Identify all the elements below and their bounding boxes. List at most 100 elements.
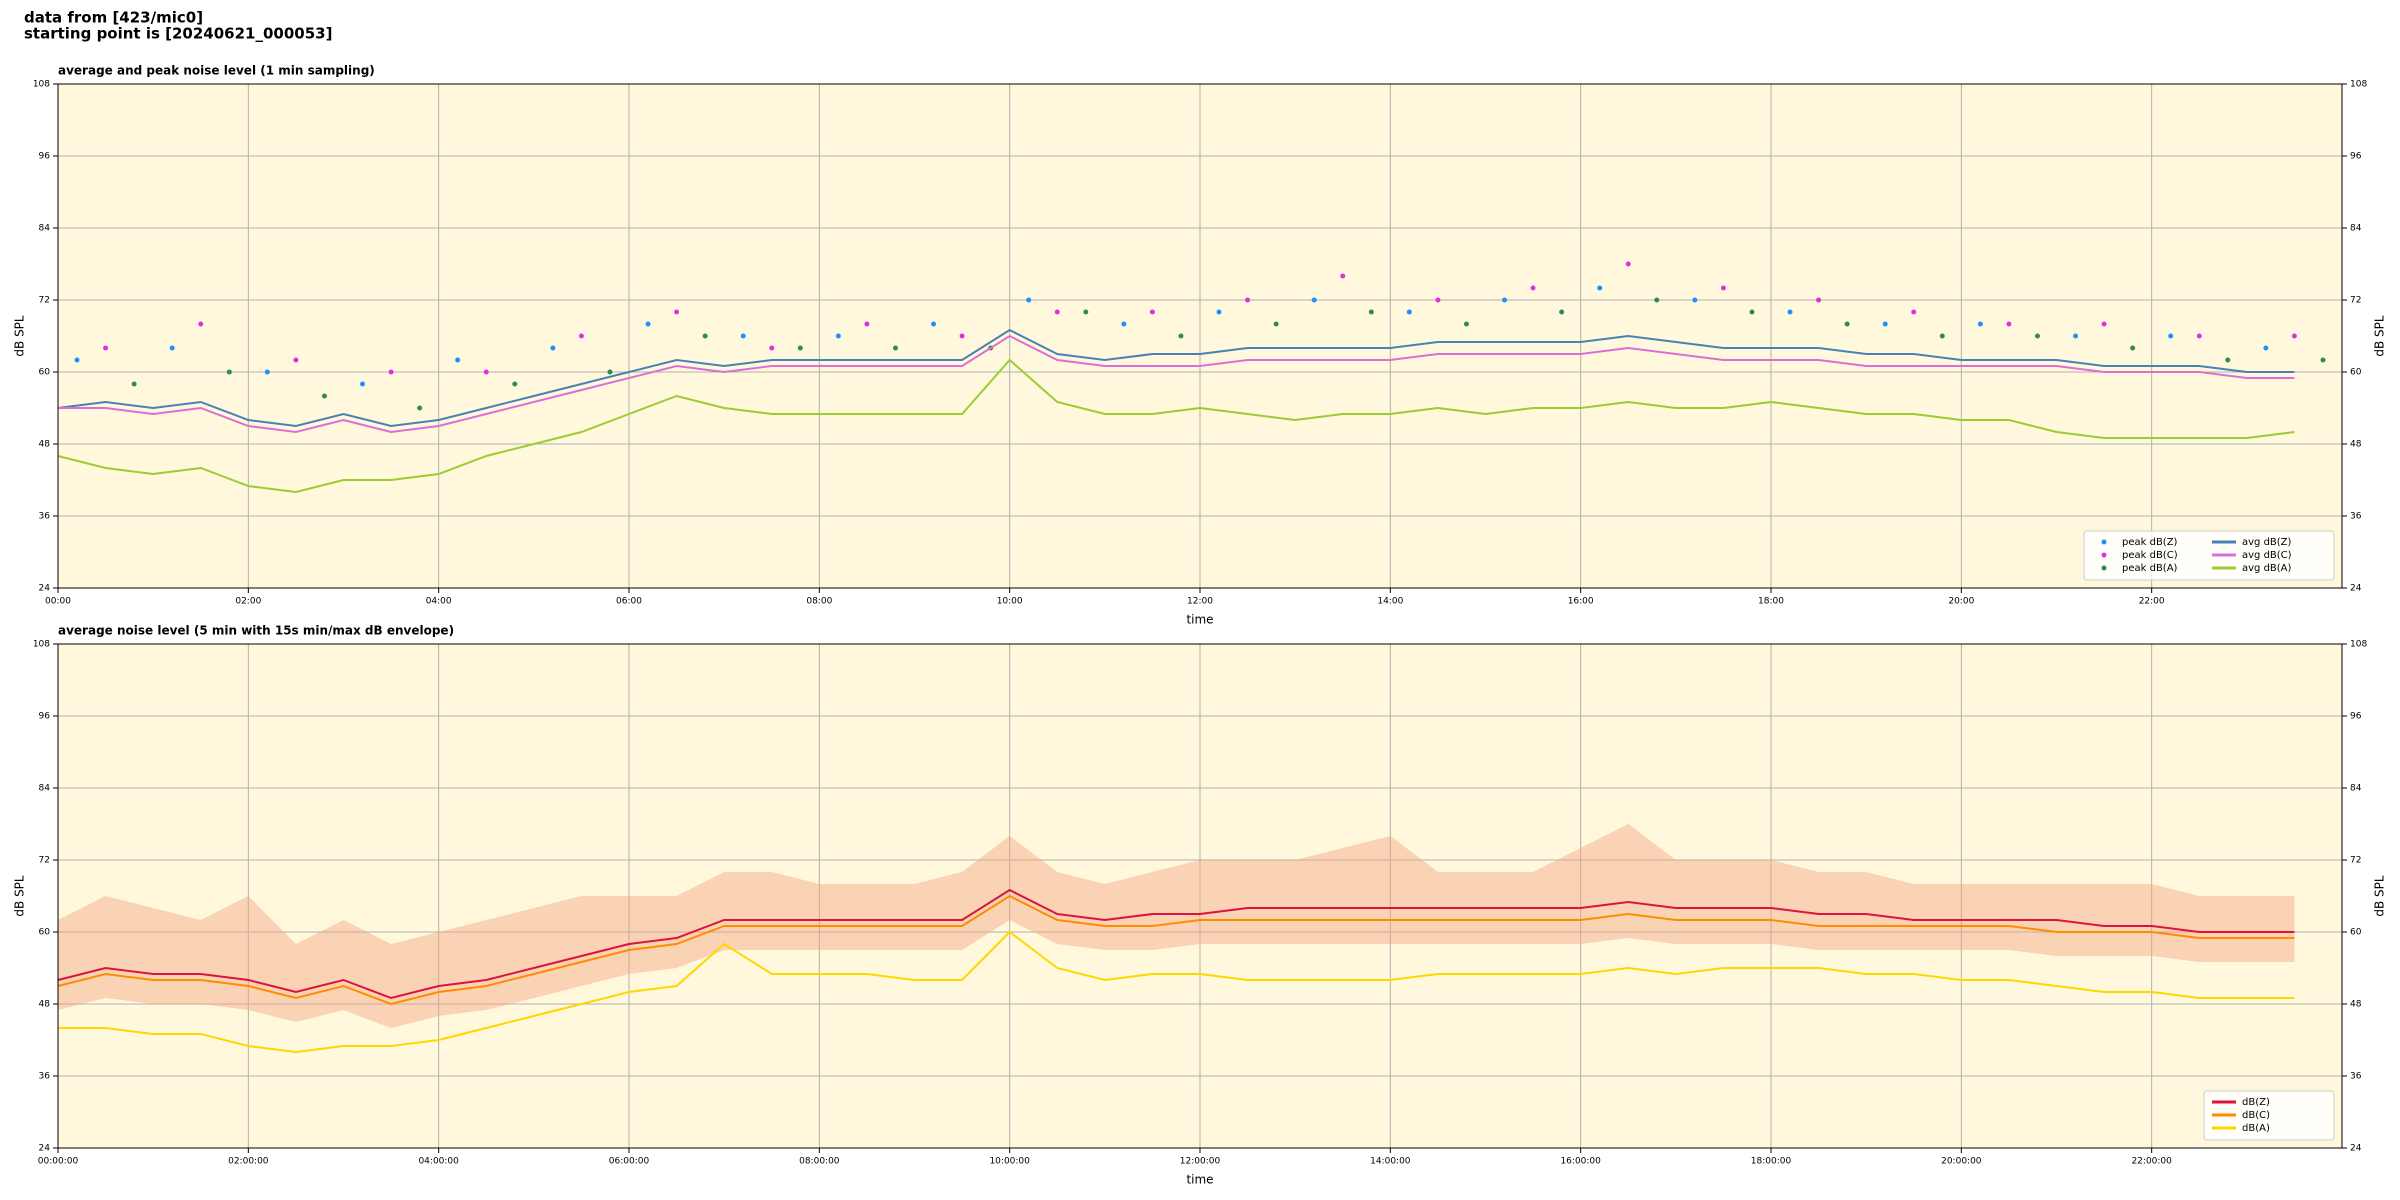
peak-point bbox=[1625, 261, 1631, 267]
peak-point bbox=[455, 357, 461, 363]
x-tick-label: 14:00:00 bbox=[1370, 1157, 1411, 1167]
peak-point bbox=[1530, 285, 1536, 291]
x-tick-label: 20:00 bbox=[1948, 597, 1974, 607]
peak-point bbox=[1083, 309, 1089, 315]
peak-point bbox=[360, 381, 366, 387]
y-tick-label: 48 bbox=[39, 1000, 51, 1010]
y-tick-label: 72 bbox=[39, 296, 50, 306]
legend-label: peak dB(Z) bbox=[2122, 537, 2178, 548]
peak-point bbox=[1749, 309, 1755, 315]
peak-point bbox=[1939, 333, 1945, 339]
legend-label: avg dB(C) bbox=[2242, 550, 2292, 561]
y-tick-label: 72 bbox=[39, 856, 50, 866]
peak-point bbox=[645, 321, 651, 327]
x-axis-label: time bbox=[1186, 1173, 1213, 1187]
peak-point bbox=[1121, 321, 1127, 327]
y-tick-label: 108 bbox=[2350, 80, 2367, 90]
peak-point bbox=[1311, 297, 1317, 303]
y-tick-label: 36 bbox=[2350, 1072, 2362, 1082]
legend-label: dB(Z) bbox=[2242, 1097, 2270, 1108]
peak-point bbox=[1597, 285, 1603, 291]
x-tick-label: 06:00 bbox=[616, 597, 642, 607]
y-axis-label: dB SPL bbox=[2373, 875, 2387, 917]
peak-point bbox=[1787, 309, 1793, 315]
peak-point bbox=[1368, 309, 1374, 315]
y-axis-label: dB SPL bbox=[13, 875, 27, 917]
x-tick-label: 02:00 bbox=[235, 597, 261, 607]
peak-point bbox=[131, 381, 137, 387]
x-tick-label: 00:00:00 bbox=[38, 1157, 79, 1167]
y-tick-label: 36 bbox=[39, 512, 51, 522]
peak-point bbox=[2168, 333, 2174, 339]
peak-point bbox=[1720, 285, 1726, 291]
peak-point bbox=[835, 333, 841, 339]
y-axis-label: dB SPL bbox=[13, 315, 27, 357]
legend-label: dB(C) bbox=[2242, 1110, 2270, 1121]
peak-point bbox=[512, 381, 518, 387]
y-tick-label: 96 bbox=[39, 152, 51, 162]
peak-point bbox=[1911, 309, 1917, 315]
peak-point bbox=[2006, 321, 2012, 327]
peak-point bbox=[74, 357, 80, 363]
header-line: data from [423/mic0] bbox=[24, 9, 203, 27]
peak-point bbox=[1435, 297, 1441, 303]
x-tick-label: 10:00 bbox=[997, 597, 1023, 607]
peak-point bbox=[264, 369, 270, 375]
peak-point bbox=[1178, 333, 1184, 339]
peak-point bbox=[1559, 309, 1565, 315]
peak-point bbox=[198, 321, 204, 327]
peak-point bbox=[1977, 321, 1983, 327]
x-tick-label: 16:00 bbox=[1568, 597, 1594, 607]
peak-point bbox=[674, 309, 680, 315]
y-tick-label: 60 bbox=[2350, 368, 2362, 378]
plot-frame bbox=[57, 83, 2343, 589]
peak-point bbox=[321, 393, 327, 399]
x-tick-label: 08:00:00 bbox=[799, 1157, 840, 1167]
y-tick-label: 24 bbox=[39, 1144, 51, 1154]
x-tick-label: 16:00:00 bbox=[1560, 1157, 1601, 1167]
y-tick-label: 96 bbox=[2350, 152, 2362, 162]
peak-point bbox=[578, 333, 584, 339]
x-tick-label: 14:00 bbox=[1377, 597, 1403, 607]
x-tick-label: 04:00 bbox=[426, 597, 452, 607]
peak-point bbox=[1273, 321, 1279, 327]
series-line bbox=[58, 334, 2295, 434]
peak-point bbox=[483, 369, 489, 375]
y-tick-label: 84 bbox=[39, 784, 51, 794]
peak-point bbox=[1026, 297, 1032, 303]
peak-point bbox=[2034, 333, 2040, 339]
x-axis-label: time bbox=[1186, 613, 1213, 627]
peak-point bbox=[417, 405, 423, 411]
peak-point bbox=[797, 345, 803, 351]
x-tick-label: 18:00:00 bbox=[1751, 1157, 1792, 1167]
legend-label: peak dB(A) bbox=[2122, 563, 2178, 574]
y-tick-label: 48 bbox=[39, 440, 51, 450]
y-axis-label: dB SPL bbox=[2373, 315, 2387, 357]
plot-frame bbox=[57, 643, 2343, 1149]
y-tick-label: 60 bbox=[39, 928, 51, 938]
peak-point bbox=[1692, 297, 1698, 303]
legend-label: peak dB(C) bbox=[2122, 550, 2178, 561]
x-tick-label: 06:00:00 bbox=[609, 1157, 650, 1167]
x-tick-label: 22:00 bbox=[2139, 597, 2165, 607]
peak-point bbox=[1340, 273, 1346, 279]
peak-point bbox=[931, 321, 937, 327]
y-tick-label: 96 bbox=[39, 712, 51, 722]
panel-title: average and peak noise level (1 min samp… bbox=[58, 64, 375, 78]
y-tick-label: 72 bbox=[2350, 296, 2361, 306]
peak-point bbox=[1882, 321, 1888, 327]
y-tick-label: 36 bbox=[39, 1072, 51, 1082]
peak-point bbox=[1816, 297, 1822, 303]
peak-point bbox=[2320, 357, 2326, 363]
peak-point bbox=[550, 345, 556, 351]
y-tick-label: 84 bbox=[39, 224, 51, 234]
legend-box bbox=[2083, 530, 2335, 581]
legend-marker bbox=[2101, 552, 2107, 558]
peak-point bbox=[864, 321, 870, 327]
y-tick-label: 108 bbox=[33, 640, 50, 650]
x-tick-label: 02:00:00 bbox=[228, 1157, 269, 1167]
peak-point bbox=[1245, 297, 1251, 303]
peak-point bbox=[169, 345, 175, 351]
peak-point bbox=[2196, 333, 2202, 339]
